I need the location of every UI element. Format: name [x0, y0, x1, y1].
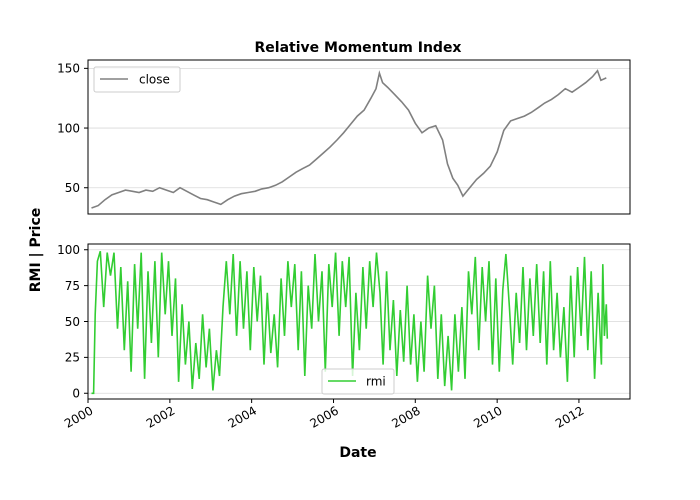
rmi-legend: rmi: [321, 368, 395, 395]
y-axis-label: RMI | Price: [28, 208, 44, 293]
x-axis-label: Date: [339, 445, 376, 461]
rmi-panel: 0 25 50 75 100 rmi: [57, 243, 631, 401]
price-panel: 50 100 150 close: [57, 59, 631, 215]
close-legend-label: close: [139, 73, 170, 87]
rmi-y-tick-label-50: 50: [65, 315, 80, 329]
rmi-y-ticks: 0 25 50 75 100: [57, 243, 88, 401]
price-axes-frame: [87, 59, 631, 215]
x-tick-label-2010: 2010: [471, 403, 504, 430]
rmi-y-tick-label-100: 100: [57, 243, 80, 257]
x-tick-label-2004: 2004: [226, 403, 259, 430]
price-legend: close: [93, 66, 181, 93]
close-series-line: [91, 69, 607, 209]
price-y-tick-label-150: 150: [57, 62, 80, 76]
rmi-legend-box: [321, 368, 395, 395]
x-tick-label-2000: 2000: [62, 403, 95, 430]
x-tick-label-2008: 2008: [389, 403, 422, 430]
rmi-y-tick-label-75: 75: [65, 279, 80, 293]
price-y-tick-label-100: 100: [57, 121, 80, 135]
rmi-y-tick-label-25: 25: [65, 351, 80, 365]
price-y-ticks: 50 100 150: [57, 62, 88, 195]
x-tick-label-2002: 2002: [144, 403, 177, 430]
price-legend-box: [93, 66, 181, 93]
rmi-legend-label: rmi: [366, 375, 386, 389]
x-tick-label-2006: 2006: [308, 403, 341, 430]
x-ticks: 2000 2002 2004 2006 2008 2010 2012: [62, 399, 586, 431]
rmi-series-line: [91, 250, 609, 395]
price-y-tick-label-50: 50: [65, 181, 80, 195]
x-tick-label-2012: 2012: [553, 403, 586, 430]
chart-title: Relative Momentum Index: [255, 40, 462, 56]
rmi-y-tick-label-0: 0: [72, 387, 80, 401]
